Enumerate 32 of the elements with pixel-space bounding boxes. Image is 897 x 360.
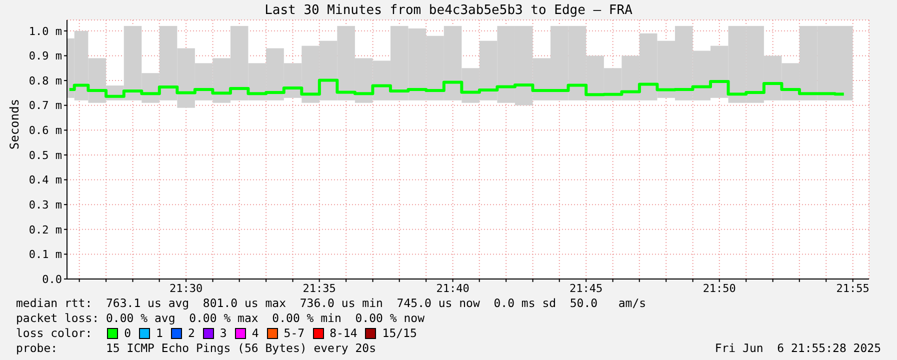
text: 15/15 <box>382 326 417 341</box>
y-tick-label: 0.9 m <box>28 50 62 63</box>
y-tick-label: 0.6 m <box>28 124 62 138</box>
text: 0 <box>124 326 132 341</box>
text: 3 <box>220 326 227 341</box>
text: 5-7 <box>284 326 305 341</box>
y-axis-title: Seconds <box>7 98 22 150</box>
text: loss color: <box>16 326 94 341</box>
text: probe: 15 ICMP Echo Pings (56 Bytes) every 20s <box>16 341 378 356</box>
x-tick-label: 21:40 <box>436 282 470 295</box>
y-tick-label: 0.0 <box>42 272 62 286</box>
y-tick-label: 1.0 m <box>28 24 62 38</box>
x-tick-label: 21:30 <box>169 282 203 295</box>
text: packet loss: 0.00 % avg 0.00 % max 0.00 % min 0.00 % now <box>16 311 426 326</box>
y-tick-label: 0.7 m <box>28 99 62 112</box>
text: 2 <box>188 326 195 341</box>
chart-title: Last 30 Minutes from be4c3ab5e5b3 to Edge — FRA <box>264 3 634 19</box>
y-tick-label: 0.4 m <box>28 174 62 187</box>
text: Fri Jun 6 21:55:28 2025 <box>714 341 881 355</box>
y-tick-label: 0.3 m <box>28 198 62 212</box>
x-tick-label: 21:55 <box>836 282 870 295</box>
text: 4 <box>252 326 259 341</box>
x-tick-label: 21:50 <box>702 282 736 295</box>
text: median rtt: 763.1 us avg 801.0 us max 736.0 us min 745.0 us now 0.0 ms sd 50.0 am/s <box>16 296 646 311</box>
y-tick-label: 0.5 m <box>28 148 62 162</box>
y-tick-label: 0.8 m <box>28 74 62 88</box>
text: 1 <box>156 326 163 341</box>
x-tick-label: 21:35 <box>302 282 336 295</box>
y-tick-label: 0.1 m <box>28 248 62 262</box>
x-tick-label: 21:45 <box>570 282 603 295</box>
y-tick-label: 0.2 m <box>28 223 62 236</box>
text: 8-14 <box>330 326 358 341</box>
